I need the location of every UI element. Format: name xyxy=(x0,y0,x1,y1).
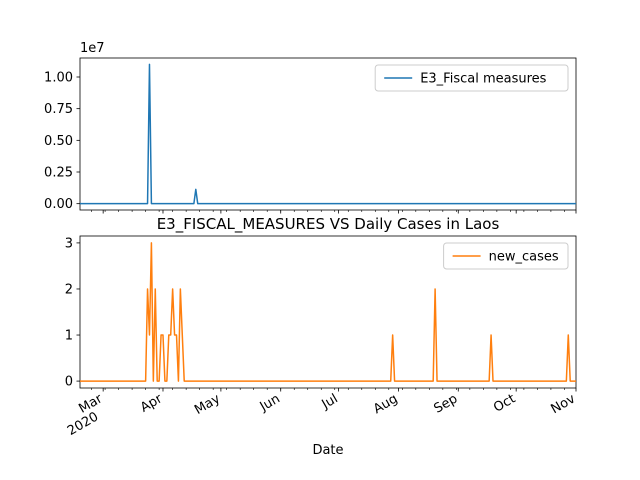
bottom-y-tick-label: 1 xyxy=(65,329,73,344)
bottom-legend-box xyxy=(443,242,569,270)
bottom-axes-frame xyxy=(79,235,577,389)
top-panel: 0.00 0.25 0.50 0.75 1.00 E3_Fiscal measures xyxy=(44,57,577,214)
chart-title: E3_FISCAL_MEASURES VS Daily Cases in Lao… xyxy=(157,215,500,234)
top-y-tick-label: 0.75 xyxy=(44,102,73,117)
x-tick-label: Oct xyxy=(491,391,518,415)
top-axes-frame xyxy=(79,57,577,211)
bottom-y-tick-label: 0 xyxy=(65,375,73,390)
exponent-label: 1e7 xyxy=(80,41,105,56)
x-axis-title: Date xyxy=(312,443,343,458)
x-tick-label: Nov xyxy=(549,391,579,417)
x-tick-label: Aug xyxy=(371,391,400,417)
top-series-line xyxy=(80,63,576,205)
top-y-tick-label: 1.00 xyxy=(44,71,73,86)
x-tick-label: Apr xyxy=(138,391,166,416)
top-y-tick-label: 0.50 xyxy=(44,134,73,149)
top-y-tick-label: 0.25 xyxy=(44,166,73,181)
bottom-legend-label: new_cases xyxy=(489,250,559,265)
x-tick-label: May xyxy=(192,391,223,418)
top-legend-label: E3_Fiscal measures xyxy=(420,72,546,87)
bottom-y-tick-label: 3 xyxy=(65,236,73,251)
x-tick-label: Jul xyxy=(319,391,341,412)
bottom-y-tick-label: 2 xyxy=(65,282,73,297)
bottom-series-line xyxy=(80,242,576,382)
top-y-tick-label: 0.00 xyxy=(44,197,73,212)
x-tick-label: Jun xyxy=(257,391,283,415)
top-legend-box xyxy=(374,64,569,92)
x-tick-label: Sep xyxy=(432,391,461,416)
